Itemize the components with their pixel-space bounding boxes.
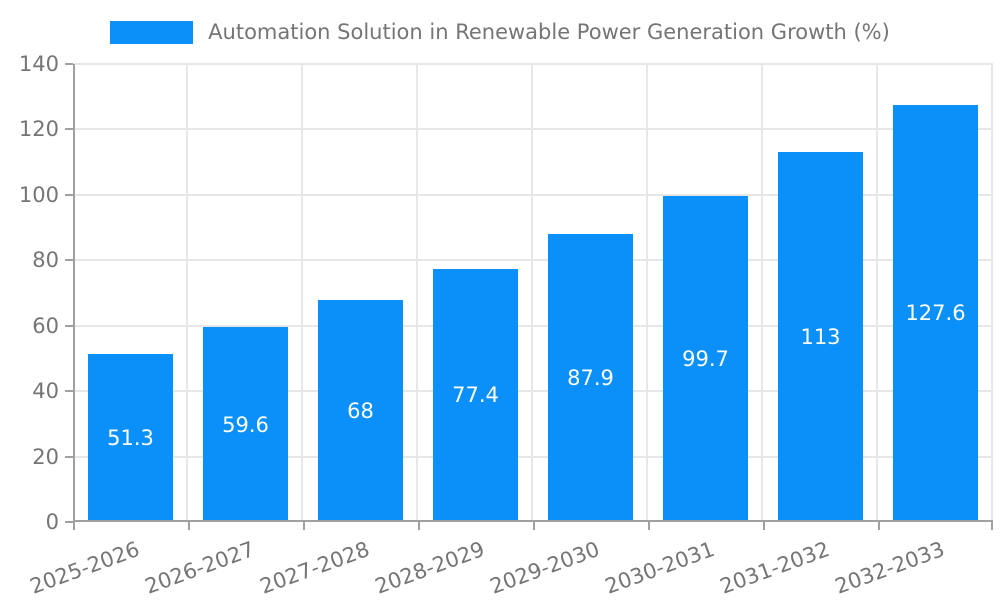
gridline-v — [531, 64, 533, 522]
gridline-h — [73, 193, 993, 196]
x-axis-label: 2026-2027 — [141, 537, 258, 599]
bar-value-label: 77.4 — [452, 383, 499, 408]
y-axis-label: 100 — [18, 182, 59, 207]
plot-area: 51.3 59.6 68 77.4 87.9 99.7 113 127.6 — [65, 63, 993, 530]
bar — [318, 299, 403, 522]
bar — [893, 104, 978, 522]
x-tick — [303, 522, 305, 530]
y-tick — [65, 128, 73, 131]
x-axis-label: 2027-2028 — [256, 537, 373, 599]
y-axis-label: 0 — [45, 510, 59, 534]
gridline-h — [73, 63, 993, 65]
x-axis-label: 2025-2026 — [26, 537, 143, 599]
x-tick — [648, 522, 650, 530]
x-tick — [188, 522, 190, 530]
x-tick — [763, 522, 765, 530]
gridline-v — [761, 64, 763, 522]
y-tick — [65, 390, 73, 393]
bar — [663, 195, 748, 522]
bar-value-label: 113 — [800, 325, 841, 350]
gridline-v — [416, 64, 418, 522]
y-tick — [65, 259, 73, 262]
bar-value-label: 127.6 — [905, 301, 966, 326]
x-tick — [991, 522, 993, 530]
x-tick — [533, 522, 535, 530]
y-axis-label: 140 — [18, 52, 59, 76]
y-axis-label: 80 — [32, 248, 59, 273]
y-axis-label: 20 — [32, 444, 59, 469]
bar-value-label: 87.9 — [567, 366, 614, 391]
x-axis-label: 2028-2029 — [371, 537, 488, 599]
y-tick — [65, 455, 73, 458]
gridline-v — [186, 64, 188, 522]
y-tick — [65, 324, 73, 327]
gridline-h — [73, 455, 993, 458]
x-axis-label: 2032-2033 — [831, 537, 948, 599]
x-tick — [418, 522, 420, 530]
gridline-h — [73, 324, 993, 327]
x-tick — [73, 522, 75, 530]
y-tick — [65, 63, 73, 65]
x-tick — [878, 522, 880, 530]
bar — [203, 327, 288, 522]
y-tick — [65, 521, 73, 523]
legend-label: Automation Solution in Renewable Power G… — [208, 20, 890, 44]
x-axis-label: 2030-2031 — [601, 537, 718, 599]
bar — [778, 152, 863, 522]
gridline-h — [73, 390, 993, 393]
bar-value-label: 51.3 — [107, 426, 154, 451]
gridline-v — [301, 64, 303, 522]
gridline-v — [991, 64, 993, 522]
x-axis-label: 2029-2030 — [486, 537, 603, 599]
y-axis-label: 40 — [32, 379, 59, 404]
y-axis-label: 60 — [32, 313, 59, 338]
bar — [88, 354, 173, 522]
x-axis-line — [73, 520, 993, 522]
bar-value-label: 99.7 — [682, 346, 729, 371]
x-axis-label: 2031-2032 — [716, 537, 833, 599]
bar-value-label: 59.6 — [222, 412, 269, 437]
bar-value-label: 68 — [347, 398, 374, 423]
bar — [433, 268, 518, 522]
y-axis-label: 120 — [18, 117, 59, 142]
gridline-v — [646, 64, 648, 522]
gridline-h — [73, 259, 993, 262]
gridline-h — [73, 128, 993, 131]
legend-swatch — [110, 20, 194, 44]
y-tick — [65, 193, 73, 196]
bar — [548, 234, 633, 522]
gridline-v — [876, 64, 878, 522]
y-axis-line — [73, 64, 75, 522]
legend: Automation Solution in Renewable Power G… — [0, 15, 1000, 49]
